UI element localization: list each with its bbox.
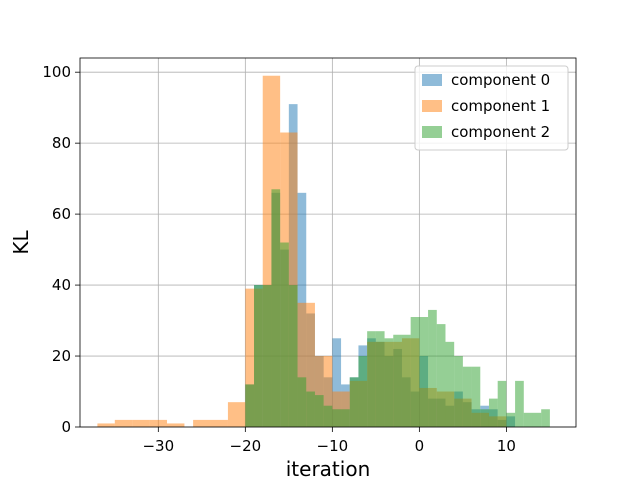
y-tick-label: 0: [61, 418, 71, 436]
legend-box: [414, 65, 569, 151]
histogram-bar-component-2: [375, 331, 385, 427]
histogram-bar-component-2: [245, 384, 255, 427]
histogram-bar-component-2: [410, 317, 420, 427]
histogram-bar-component-1: [132, 419, 150, 427]
x-tick-label: 0: [415, 437, 425, 455]
y-tick-label: 60: [52, 205, 71, 223]
histogram-bar-component-2: [428, 309, 437, 427]
histogram-bar-component-2: [341, 409, 350, 427]
histogram-bar-component-2: [401, 334, 411, 427]
histogram-bar-component-2: [297, 377, 307, 427]
histogram-bar-component-2: [488, 398, 498, 427]
histogram-bar-component-2: [436, 324, 446, 427]
histogram-bar-component-0: [332, 338, 342, 427]
histogram-bar-component-2: [454, 356, 463, 427]
x-axis-label: iteration: [286, 457, 371, 480]
histogram-bar-component-2: [367, 331, 376, 427]
histogram-bar-component-2: [314, 395, 324, 427]
histogram-bar-component-1: [193, 419, 211, 427]
histogram-bar-component-2: [254, 285, 263, 427]
histogram-bar-component-1: [210, 419, 228, 427]
legend-swatch: [422, 126, 442, 138]
histogram-bar-component-2: [523, 412, 533, 427]
histogram-bar-component-2: [480, 409, 489, 427]
legend-swatch: [422, 74, 442, 86]
histogram-bar-component-2: [393, 334, 402, 427]
histogram-bar-component-2: [497, 380, 507, 427]
histogram-bar-component-2: [445, 341, 455, 427]
histogram-bar-component-2: [332, 409, 342, 427]
x-tick-label: −20: [230, 437, 262, 455]
histogram-bar-component-2: [462, 366, 472, 427]
histogram-bar-component-1: [149, 419, 168, 427]
legend-label: component 1: [451, 97, 550, 115]
histogram-bar-component-2: [288, 285, 298, 427]
histogram-bar-component-2: [349, 377, 359, 427]
histogram-bar-component-2: [271, 189, 281, 427]
histogram-bar-component-1: [167, 423, 185, 427]
histogram-bar-component-1: [97, 423, 115, 427]
y-tick-label: 100: [42, 63, 71, 81]
x-tick-label: 10: [497, 437, 516, 455]
legend: component 0 component 1 component 2: [414, 65, 569, 151]
legend-label: component 2: [451, 123, 550, 141]
plot-frame: [79, 57, 577, 428]
histogram-bar-component-2: [471, 366, 481, 427]
y-tick-label: 20: [52, 347, 71, 365]
legend-swatch: [422, 100, 442, 112]
histogram-bar-component-2: [506, 412, 516, 427]
y-tick-label: 80: [52, 134, 71, 152]
histogram-bars: [97, 75, 550, 427]
histogram-bar-component-2: [541, 409, 550, 427]
legend-label: component 0: [451, 71, 550, 89]
histogram-bar-component-2: [262, 285, 272, 427]
histogram-bar-component-2: [532, 412, 542, 427]
histogram-bar-component-2: [515, 380, 524, 427]
histogram-bar-component-2: [419, 317, 429, 427]
x-tick-label: −10: [317, 437, 349, 455]
x-tick-label: −30: [142, 437, 174, 455]
histogram-bar-component-2: [358, 356, 368, 427]
y-axis-label: KL: [9, 230, 33, 255]
y-tick-label: 40: [52, 276, 71, 294]
histogram-bar-component-2: [280, 242, 289, 427]
histogram-bar-component-2: [384, 338, 394, 427]
histogram-bar-component-1: [114, 419, 133, 427]
histogram-bar-component-1: [227, 402, 246, 427]
histogram-bar-component-2: [306, 391, 315, 427]
histogram-bar-component-2: [323, 405, 333, 427]
